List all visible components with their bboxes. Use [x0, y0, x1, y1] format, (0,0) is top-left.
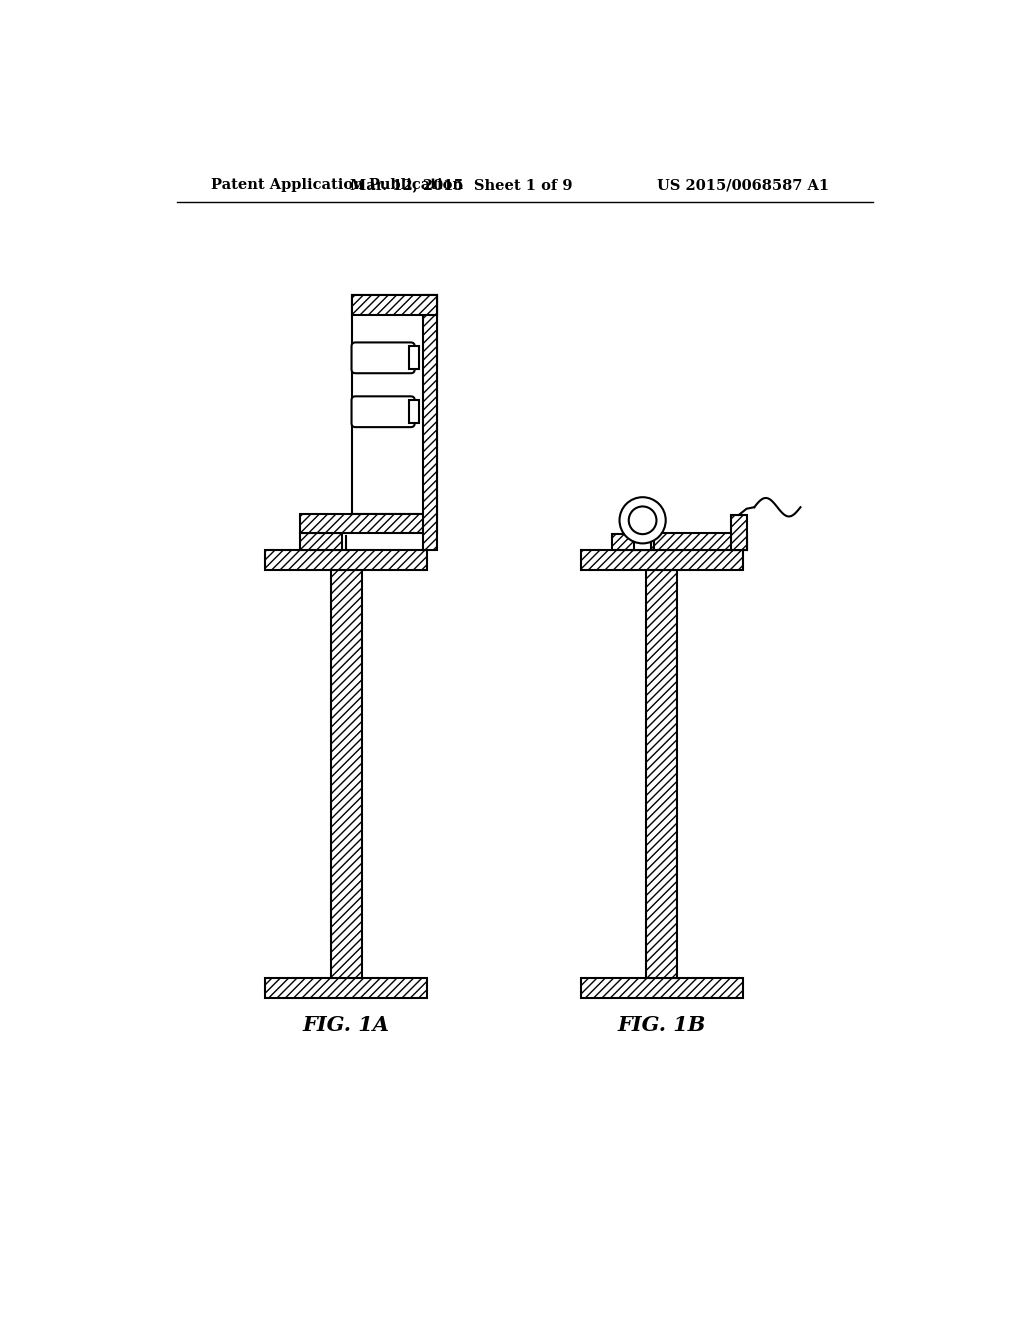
Bar — [646, 570, 677, 978]
Text: US 2015/0068587 A1: US 2015/0068587 A1 — [656, 178, 828, 193]
Bar — [581, 549, 742, 570]
Text: Mar. 12, 2015  Sheet 1 of 9: Mar. 12, 2015 Sheet 1 of 9 — [350, 178, 572, 193]
Bar — [352, 296, 437, 315]
Text: Patent Application Publication: Patent Application Publication — [211, 178, 464, 193]
Bar — [581, 549, 742, 570]
Circle shape — [620, 498, 666, 544]
Bar — [731, 515, 746, 549]
Bar — [331, 570, 361, 978]
Bar — [265, 549, 427, 570]
Bar — [265, 978, 427, 998]
Bar — [331, 570, 361, 978]
Text: FIG. 1A: FIG. 1A — [303, 1015, 390, 1035]
Bar — [300, 515, 437, 533]
Bar — [611, 535, 654, 549]
Circle shape — [629, 507, 656, 535]
Bar — [409, 346, 419, 370]
Bar — [300, 515, 437, 533]
Bar — [423, 296, 437, 549]
Bar — [352, 296, 437, 515]
Bar — [300, 533, 342, 549]
Bar — [646, 570, 677, 978]
FancyBboxPatch shape — [351, 396, 415, 428]
Text: FIG. 1B: FIG. 1B — [617, 1015, 706, 1035]
Bar — [265, 549, 427, 570]
Bar — [352, 296, 437, 315]
Bar — [654, 533, 746, 549]
Bar — [731, 515, 746, 549]
Bar — [581, 978, 742, 998]
Bar — [300, 533, 342, 549]
Bar — [409, 400, 419, 424]
Bar — [611, 535, 654, 549]
FancyBboxPatch shape — [351, 342, 415, 374]
Bar — [654, 533, 746, 549]
Bar — [634, 540, 651, 549]
Bar — [423, 296, 437, 549]
Bar — [581, 978, 742, 998]
Bar — [265, 978, 427, 998]
